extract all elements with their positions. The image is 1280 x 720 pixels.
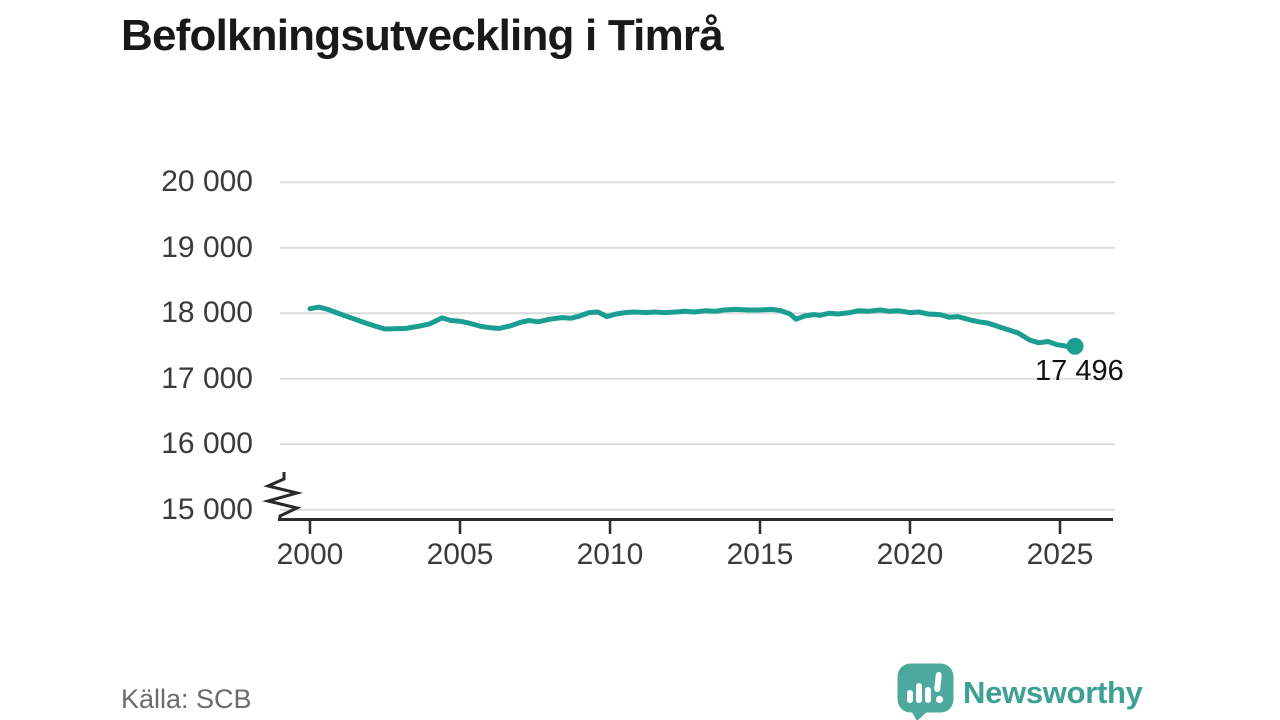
series-end-dot bbox=[1066, 337, 1084, 355]
x-tick-label: 2000 bbox=[276, 538, 344, 571]
x-tick-label: 2020 bbox=[876, 538, 944, 571]
newsworthy-logo: Newsworthy bbox=[897, 663, 1143, 720]
y-tick-label: 16 000 bbox=[161, 427, 253, 460]
chart-title: Befolkningsutveckling i Timrå bbox=[121, 11, 724, 60]
y-tick-label: 18 000 bbox=[161, 296, 253, 329]
x-tick-label: 2025 bbox=[1026, 538, 1094, 571]
y-tick-label: 17 000 bbox=[161, 362, 253, 395]
newsworthy-wordmark: Newsworthy bbox=[963, 674, 1143, 710]
x-tick-label: 2015 bbox=[726, 538, 794, 571]
x-tick-label: 2005 bbox=[426, 538, 494, 571]
y-axis-break-icon bbox=[262, 472, 303, 521]
end-value-label: 17 496 bbox=[1035, 355, 1124, 387]
x-tick-label: 2010 bbox=[576, 538, 644, 571]
newsworthy-chart-bubble-icon bbox=[897, 663, 954, 720]
y-tick-label: 15 000 bbox=[161, 493, 253, 526]
source-label: Källa: SCB bbox=[121, 684, 252, 714]
y-tick-label: 19 000 bbox=[161, 231, 253, 264]
population-series-line bbox=[307, 304, 1078, 351]
y-tick-label: 20 000 bbox=[161, 165, 253, 198]
